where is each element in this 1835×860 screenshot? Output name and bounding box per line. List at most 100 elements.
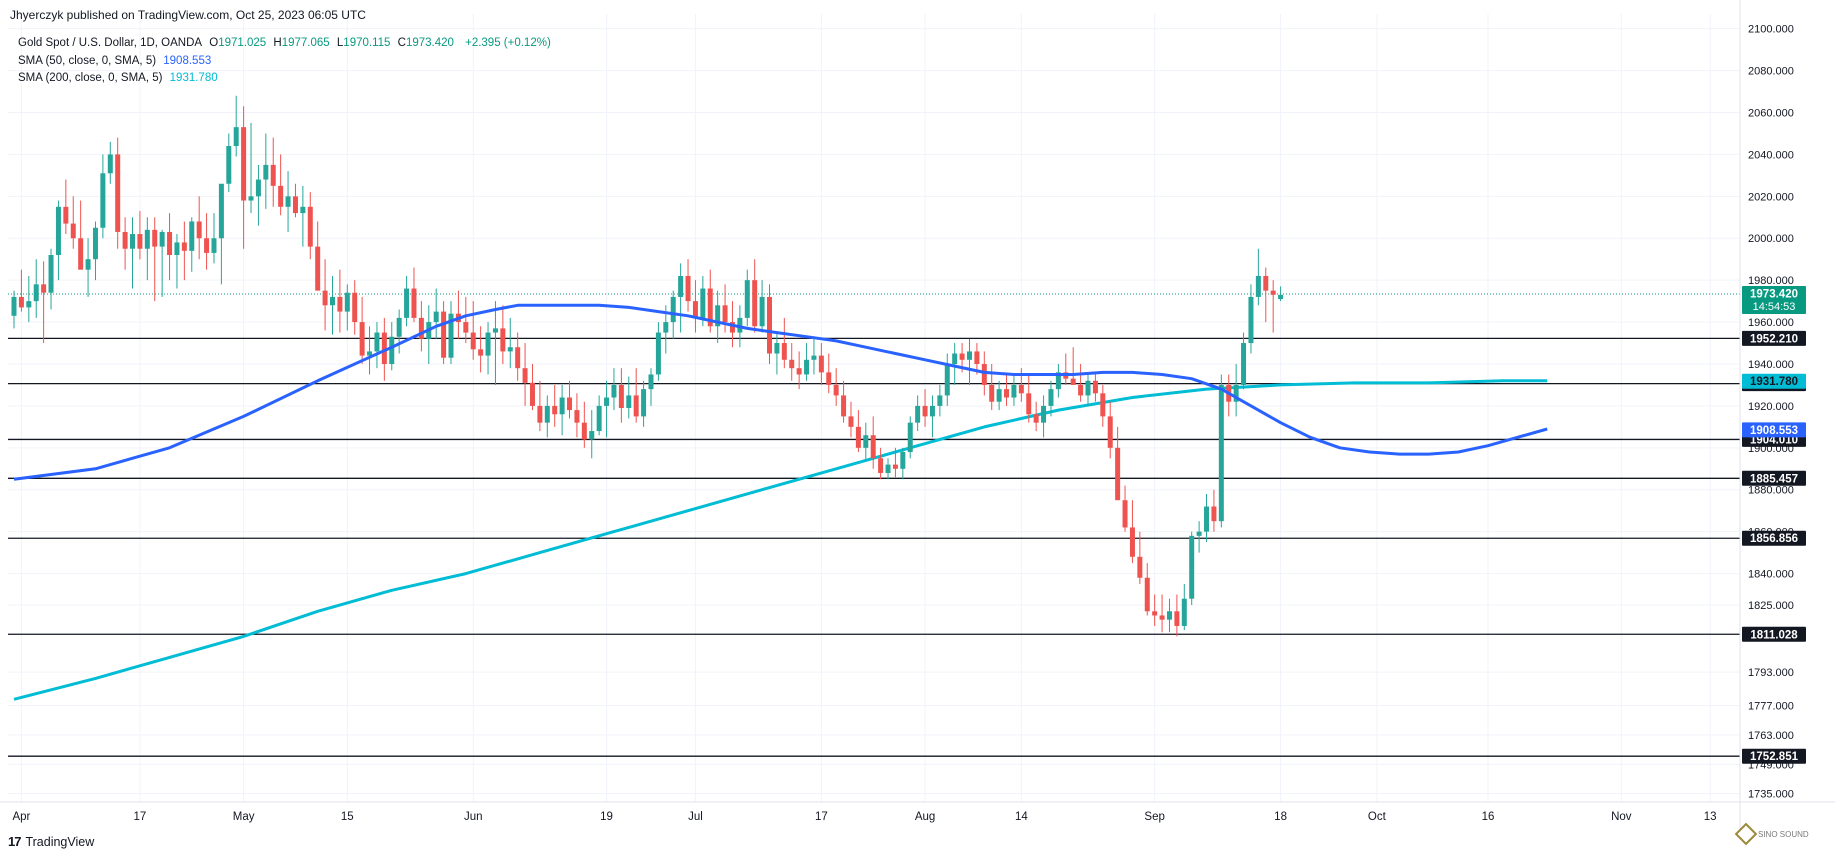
sma200-line bbox=[13, 379, 1548, 701]
watermark: SINO SOUND bbox=[1734, 822, 1809, 846]
candle-body bbox=[241, 127, 247, 201]
candle-body bbox=[685, 275, 691, 302]
candle-body bbox=[885, 464, 891, 473]
sma50-legend-line[interactable]: SMA (50, close, 0, SMA, 5) 1908.553 bbox=[18, 53, 555, 71]
candle-body bbox=[1152, 611, 1158, 616]
candle-body bbox=[1174, 611, 1180, 626]
candle-body bbox=[752, 280, 758, 327]
candle-body bbox=[744, 280, 750, 318]
sma200-legend-line[interactable]: SMA (200, close, 0, SMA, 5) 1931.780 bbox=[18, 70, 555, 88]
candle-body bbox=[352, 292, 358, 323]
tradingview-logo-icon: 17 bbox=[8, 834, 22, 849]
symbol-legend-line[interactable]: Gold Spot / U.S. Dollar, 1D, OANDA O1971… bbox=[18, 35, 555, 53]
candle-body bbox=[715, 305, 721, 327]
candle-body bbox=[78, 238, 84, 270]
low-label: L bbox=[336, 37, 344, 49]
candle-body bbox=[1085, 380, 1091, 396]
candle-body bbox=[1211, 506, 1217, 522]
close-value: 1973.420 bbox=[405, 37, 454, 49]
watermark-diamond-icon bbox=[1734, 822, 1758, 846]
candle-body bbox=[263, 164, 269, 180]
candle-body bbox=[485, 332, 491, 356]
candle-body bbox=[1004, 389, 1010, 398]
candle-body bbox=[974, 351, 980, 364]
candle-body bbox=[307, 206, 313, 247]
candle-body bbox=[767, 296, 773, 354]
candle-body bbox=[633, 395, 639, 417]
candle-body bbox=[944, 363, 950, 396]
open-value: 1971.025 bbox=[218, 37, 267, 49]
candle-body bbox=[929, 405, 935, 417]
candle-body bbox=[92, 227, 98, 260]
candle-body bbox=[537, 405, 543, 423]
price-badges: 1952.2101930.6441904.0101885.4571856.856… bbox=[1742, 285, 1806, 764]
countdown-text: 14:54:53 bbox=[1753, 301, 1796, 313]
tradingview-logo[interactable]: 17 TradingView bbox=[8, 834, 94, 849]
candle-body bbox=[404, 288, 410, 318]
sma-badge-text: 1908.553 bbox=[1750, 425, 1798, 437]
candle-body bbox=[774, 343, 780, 354]
price-tick-label: 2040.000 bbox=[1748, 149, 1794, 161]
time-tick-label: 13 bbox=[1704, 811, 1717, 823]
sma50-value: 1908.553 bbox=[163, 54, 212, 67]
candle-body bbox=[892, 464, 898, 469]
candle-body bbox=[137, 234, 143, 249]
time-tick-label: Aug bbox=[915, 811, 935, 823]
candle-body bbox=[1241, 343, 1247, 385]
candle-body bbox=[1189, 535, 1195, 599]
candle-body bbox=[329, 296, 335, 306]
candle-body bbox=[374, 332, 380, 352]
close-label: C bbox=[397, 37, 406, 49]
candle-body bbox=[26, 301, 32, 308]
candle-body bbox=[441, 311, 447, 358]
candle-body bbox=[1048, 389, 1054, 406]
time-tick-label: Jul bbox=[688, 811, 703, 823]
candle-body bbox=[507, 347, 513, 352]
price-tick-label: 2060.000 bbox=[1748, 108, 1794, 120]
time-axis[interactable]: Apr 17 May 15 Jun 19 Jul 17 Aug 14 Sep 18 Oct 16 Nov 13 bbox=[0, 801, 1835, 823]
candle-body bbox=[448, 313, 454, 358]
candle-body bbox=[870, 435, 876, 459]
candle-body bbox=[122, 231, 128, 249]
candle-body bbox=[1026, 393, 1032, 415]
candle-body bbox=[367, 351, 373, 356]
candle-body bbox=[226, 146, 232, 184]
candle-body bbox=[611, 384, 617, 398]
candle-body bbox=[107, 154, 113, 174]
time-tick-label: 16 bbox=[1482, 811, 1495, 823]
candle-body bbox=[1233, 384, 1239, 402]
candle-body bbox=[1041, 405, 1047, 423]
candle-body bbox=[574, 410, 580, 423]
candle-body bbox=[648, 374, 654, 390]
candle-body bbox=[841, 395, 847, 417]
published-by: Jhyerczyk published on TradingView.com, … bbox=[10, 8, 366, 22]
price-tick-label: 2000.000 bbox=[1748, 233, 1794, 245]
level-badge-text: 1952.210 bbox=[1750, 333, 1798, 345]
candle-body bbox=[722, 305, 728, 323]
price-axis[interactable]: 2100.000 2080.000 2060.000 2040.000 2020.000… bbox=[1739, 0, 1794, 830]
sma50-layer bbox=[13, 303, 1548, 481]
time-tick-label: 19 bbox=[600, 811, 613, 823]
candle-body bbox=[1011, 384, 1017, 398]
candle-body bbox=[181, 242, 187, 251]
candle-body bbox=[492, 328, 498, 333]
candle-body bbox=[211, 238, 217, 253]
candle-body bbox=[18, 296, 24, 308]
price-tick-label: 2100.000 bbox=[1748, 24, 1794, 36]
candle-body bbox=[1181, 598, 1187, 626]
candle-body bbox=[1092, 380, 1098, 394]
tradingview-brand: TradingView bbox=[25, 834, 95, 849]
level-badge-text: 1752.851 bbox=[1750, 751, 1799, 763]
high-label: H bbox=[273, 37, 282, 49]
candle-body bbox=[966, 351, 972, 360]
price-tick-label: 1840.000 bbox=[1748, 569, 1794, 581]
candle-body bbox=[285, 196, 291, 207]
price-tick-label: 1763.000 bbox=[1748, 730, 1794, 742]
candle-body bbox=[1263, 275, 1269, 291]
level-badge-text: 1885.457 bbox=[1750, 473, 1798, 485]
candle-body bbox=[1196, 531, 1202, 536]
candle-body bbox=[707, 288, 713, 327]
level-badge-text: 1811.028 bbox=[1750, 629, 1798, 641]
candle-body bbox=[70, 223, 76, 239]
